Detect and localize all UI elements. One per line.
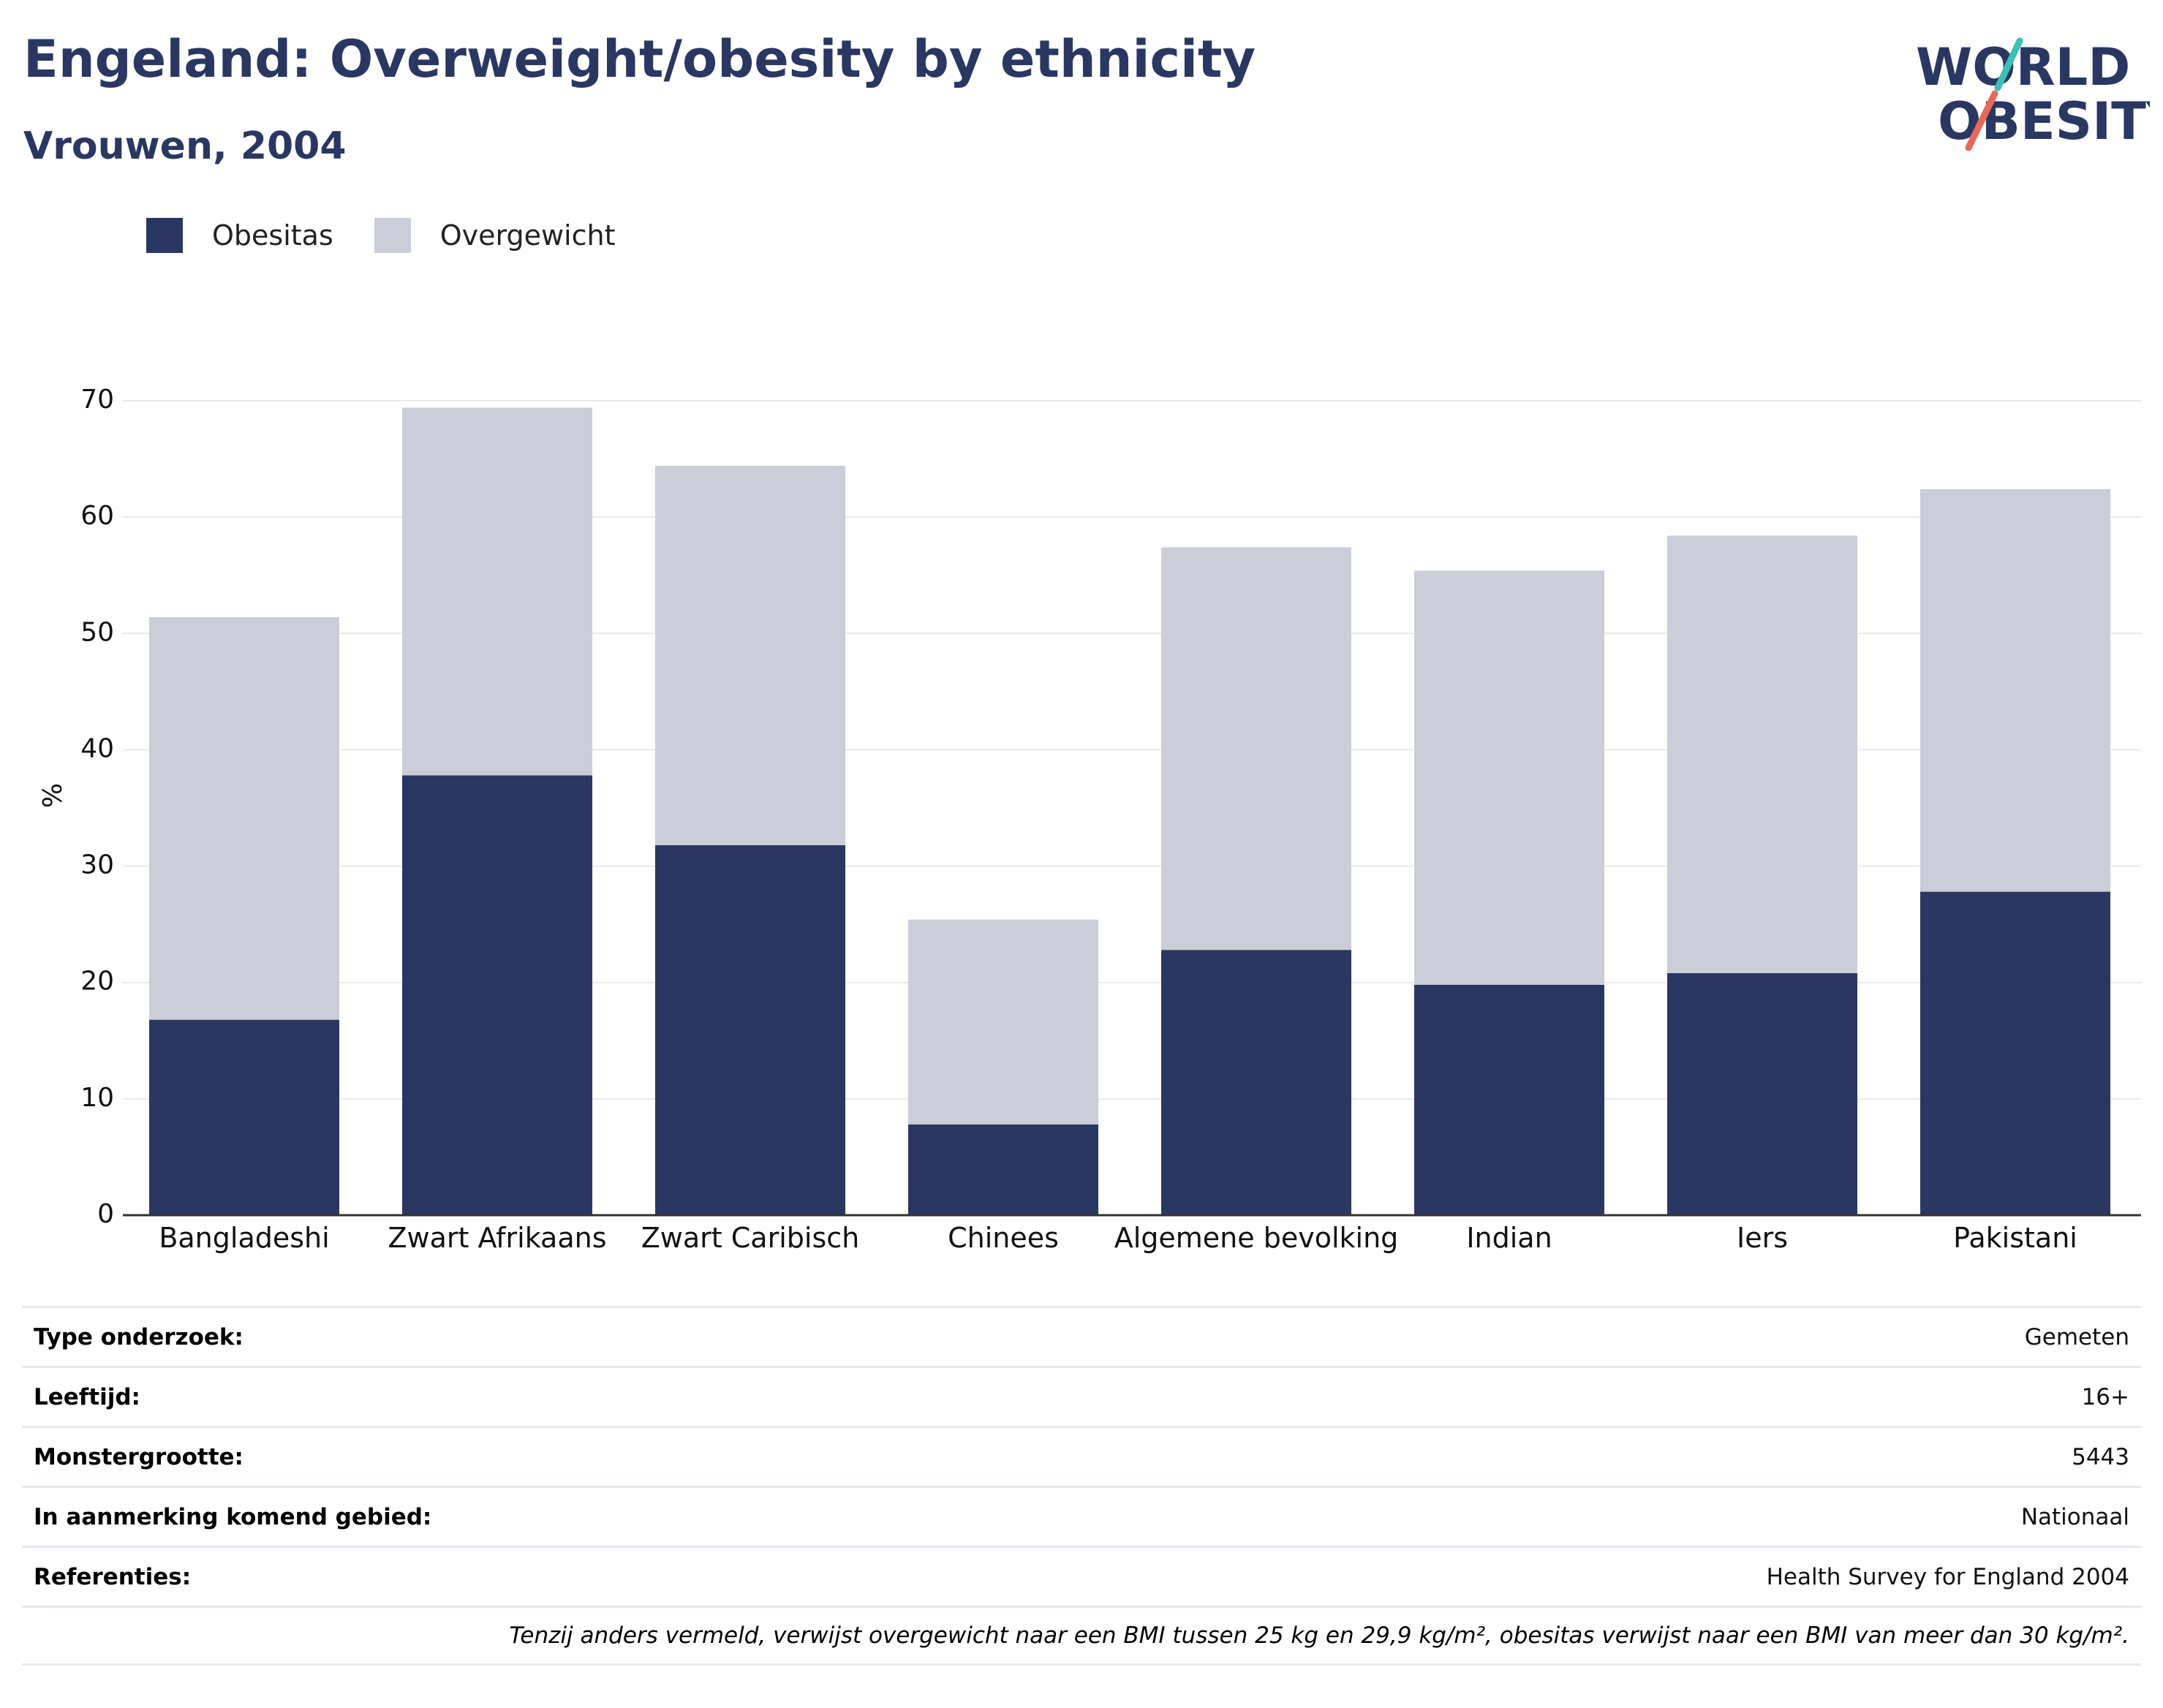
legend-item-overgewicht[interactable]: Overgewicht bbox=[374, 218, 616, 253]
bar-obesitas bbox=[402, 775, 592, 1215]
logo-slash-teal bbox=[1994, 37, 2023, 91]
info-row-area: In aanmerking komend gebied: Nationaal bbox=[22, 1486, 2141, 1546]
bar-chart: % 0 10 20 30 40 50 60 70 Bangladeshi Zwart Afrika… bbox=[38, 385, 2141, 1254]
info-row-references: Referenties: Health Survey for England 2… bbox=[22, 1546, 2141, 1606]
y-tick-label: 30 bbox=[80, 850, 114, 880]
info-key: Monstergrootte: bbox=[34, 1443, 244, 1470]
x-tick-label: Indian bbox=[1466, 1222, 1552, 1254]
info-value: Nationaal bbox=[2020, 1503, 2129, 1530]
x-tick-label: Zwart Afrikaans bbox=[388, 1222, 607, 1254]
bar-obesitas bbox=[1920, 891, 2110, 1215]
bar-overgewicht bbox=[1667, 535, 1857, 973]
y-axis-label: % bbox=[38, 783, 68, 808]
y-tick-label: 60 bbox=[80, 501, 114, 531]
chart-subtitle: Vrouwen, 2004 bbox=[23, 124, 347, 168]
bar-obesitas bbox=[1161, 950, 1351, 1215]
y-tick-label: 20 bbox=[80, 967, 114, 997]
legend-label-overgewicht: Overgewicht bbox=[439, 219, 616, 252]
chart-title: Engeland: Overweight/obesity by ethnicit… bbox=[23, 29, 1256, 89]
y-tick-label: 40 bbox=[80, 733, 114, 763]
y-tick-label: 10 bbox=[80, 1083, 114, 1113]
legend-swatch-overgewicht bbox=[374, 218, 411, 253]
info-row-age: Leeftijd: 16+ bbox=[22, 1366, 2141, 1426]
bar-obesitas bbox=[149, 1019, 339, 1215]
legend-item-obesitas[interactable]: Obesitas bbox=[146, 218, 333, 253]
x-tick-label: Zwart Caribisch bbox=[641, 1222, 859, 1254]
info-table: Type onderzoek: Gemeten Leeftijd: 16+ Mo… bbox=[22, 1306, 2141, 1666]
bar-overgewicht bbox=[1414, 570, 1604, 985]
legend: Obesitas Overgewicht bbox=[146, 216, 657, 254]
logo-line-1: WORLD bbox=[1916, 37, 2130, 97]
bar-obesitas bbox=[1414, 984, 1604, 1215]
logo-slash-red bbox=[1965, 90, 1998, 151]
x-tick-label: Iers bbox=[1737, 1222, 1788, 1254]
x-tick-label: Chinees bbox=[948, 1222, 1059, 1254]
bar-obesitas bbox=[908, 1124, 1098, 1215]
bar-overgewicht bbox=[402, 407, 592, 776]
bar-overgewicht bbox=[1161, 547, 1351, 951]
legend-swatch-obesitas bbox=[146, 218, 183, 253]
info-value: 16+ bbox=[2081, 1383, 2129, 1410]
bar-obesitas bbox=[655, 844, 845, 1215]
bar-obesitas bbox=[1667, 972, 1857, 1215]
y-tick-label: 50 bbox=[80, 617, 114, 647]
info-row-sample-size: Monstergrootte: 5443 bbox=[22, 1426, 2141, 1486]
bar-overgewicht bbox=[1920, 488, 2110, 892]
definition-note: Tenzij anders vermeld, verwijst overgewi… bbox=[22, 1606, 2141, 1666]
world-obesity-logo: WORLD OBESITY bbox=[1916, 37, 2150, 151]
info-value: Gemeten bbox=[2024, 1323, 2129, 1350]
bar-overgewicht bbox=[908, 919, 1098, 1125]
info-value: 5443 bbox=[2072, 1443, 2129, 1470]
y-tick-label: 70 bbox=[80, 385, 114, 415]
info-key: Referenties: bbox=[34, 1563, 192, 1590]
info-key: Leeftijd: bbox=[34, 1383, 140, 1410]
info-key: In aanmerking komend gebied: bbox=[34, 1503, 432, 1530]
legend-label-obesitas: Obesitas bbox=[212, 219, 333, 252]
info-row-type: Type onderzoek: Gemeten bbox=[22, 1306, 2141, 1366]
y-tick-label: 0 bbox=[97, 1199, 114, 1229]
bar-overgewicht bbox=[149, 617, 339, 1020]
x-tick-label: Algemene bevolking bbox=[1114, 1222, 1399, 1254]
info-key: Type onderzoek: bbox=[34, 1323, 244, 1350]
x-tick-label: Bangladeshi bbox=[159, 1222, 329, 1254]
bar-overgewicht bbox=[655, 466, 845, 845]
x-tick-label: Pakistani bbox=[1953, 1222, 2077, 1254]
info-value: Health Survey for England 2004 bbox=[1766, 1563, 2129, 1590]
